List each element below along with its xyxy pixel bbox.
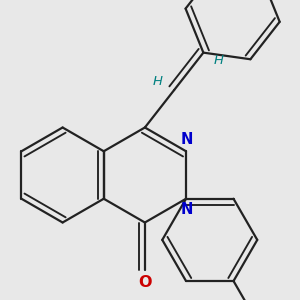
Text: N: N [181, 133, 194, 148]
Text: H: H [214, 54, 224, 67]
Text: H: H [153, 75, 163, 88]
Text: N: N [181, 202, 194, 217]
Text: O: O [138, 275, 152, 290]
